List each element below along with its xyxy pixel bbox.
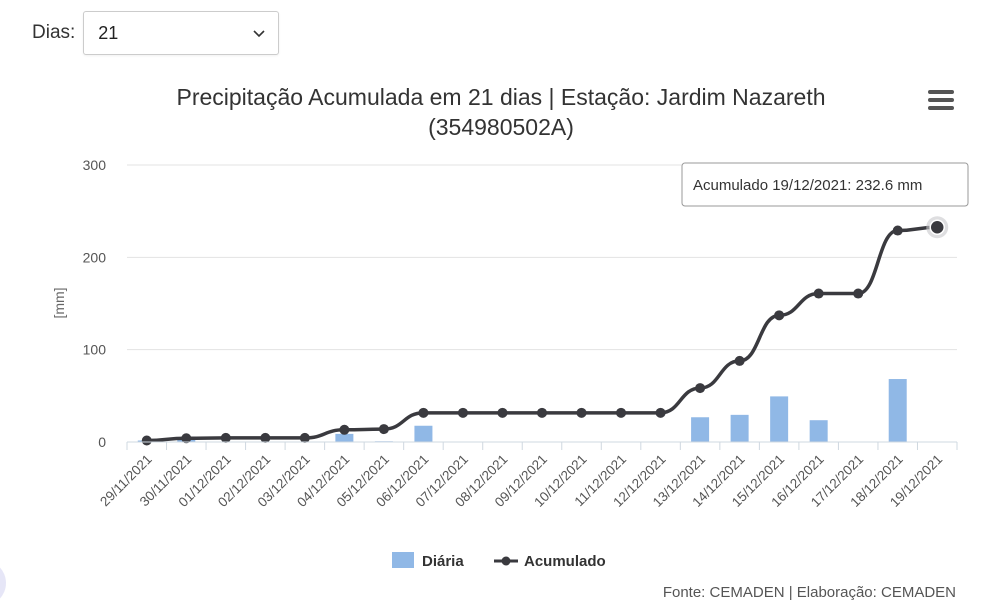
chart-title-line1: Precipitação Acumulada em 21 dias | Esta… — [176, 84, 825, 110]
axis-layer: 010020030029/11/202130/11/202101/12/2021… — [83, 157, 958, 510]
point-acumulado[interactable] — [853, 288, 864, 299]
point-acumulado[interactable] — [260, 432, 271, 443]
days-control: Dias: 21 — [32, 10, 280, 56]
point-acumulado[interactable] — [497, 407, 508, 418]
bar-diaria[interactable] — [888, 379, 907, 442]
point-acumulado[interactable] — [774, 310, 785, 321]
bar-diaria[interactable] — [691, 417, 710, 442]
bars-layer — [137, 379, 907, 442]
point-acumulado[interactable] — [616, 407, 627, 418]
bar-diaria[interactable] — [414, 425, 433, 442]
chart-menu-button[interactable] — [928, 90, 954, 112]
legend-item-acumulado[interactable]: Acumulado — [494, 553, 606, 570]
chart-credits: Fonte: CEMADEN | Elaboração: CEMADEN — [663, 584, 956, 601]
point-acumulado[interactable] — [378, 424, 389, 435]
point-acumulado[interactable] — [299, 432, 310, 443]
days-label: Dias: — [32, 22, 76, 43]
point-acumulado[interactable] — [457, 407, 468, 418]
y-tick-label: 200 — [83, 249, 107, 265]
y-axis-label: [mm] — [51, 287, 67, 318]
legend-marker-acumulado — [501, 556, 511, 566]
tooltip: Acumulado 19/12/2021: 232.6 mm — [681, 162, 969, 207]
legend-item-diaria[interactable]: Diária — [392, 552, 464, 570]
legend-label-acumulado: Acumulado — [524, 553, 606, 570]
y-tick-label: 0 — [98, 434, 106, 450]
point-acumulado[interactable] — [339, 424, 350, 435]
days-select-value: 21 — [98, 22, 119, 43]
point-acumulado[interactable] — [141, 435, 152, 446]
point-acumulado-hover[interactable] — [929, 219, 945, 235]
point-acumulado[interactable] — [734, 355, 745, 366]
point-acumulado[interactable] — [813, 288, 824, 299]
hamburger-menu-icon — [928, 90, 954, 94]
decorative-circle — [0, 560, 6, 606]
legend-swatch-diaria — [392, 552, 414, 568]
bar-diaria[interactable] — [770, 396, 789, 442]
legend-label-diaria: Diária — [422, 553, 464, 570]
y-tick-label: 300 — [83, 157, 107, 173]
bar-diaria[interactable] — [809, 420, 828, 442]
point-acumulado[interactable] — [537, 407, 547, 418]
point-acumulado[interactable] — [418, 407, 429, 418]
bar-diaria[interactable] — [730, 414, 749, 442]
point-acumulado[interactable] — [576, 407, 587, 418]
point-acumulado[interactable] — [220, 432, 231, 443]
legend: Diária Acumulado — [392, 552, 606, 570]
tooltip-text: Acumulado 19/12/2021: 232.6 mm — [693, 177, 922, 194]
chevron-down-icon — [253, 30, 265, 38]
point-acumulado[interactable] — [655, 407, 666, 418]
chart-title-line2: (354980502A) — [428, 114, 574, 140]
point-acumulado[interactable] — [892, 225, 903, 236]
point-acumulado[interactable] — [695, 383, 706, 394]
y-tick-label: 100 — [83, 342, 107, 358]
point-acumulado[interactable] — [181, 433, 192, 444]
bar-diaria[interactable] — [335, 433, 354, 442]
days-select[interactable]: 21 — [83, 11, 280, 55]
line-layer — [141, 216, 949, 446]
